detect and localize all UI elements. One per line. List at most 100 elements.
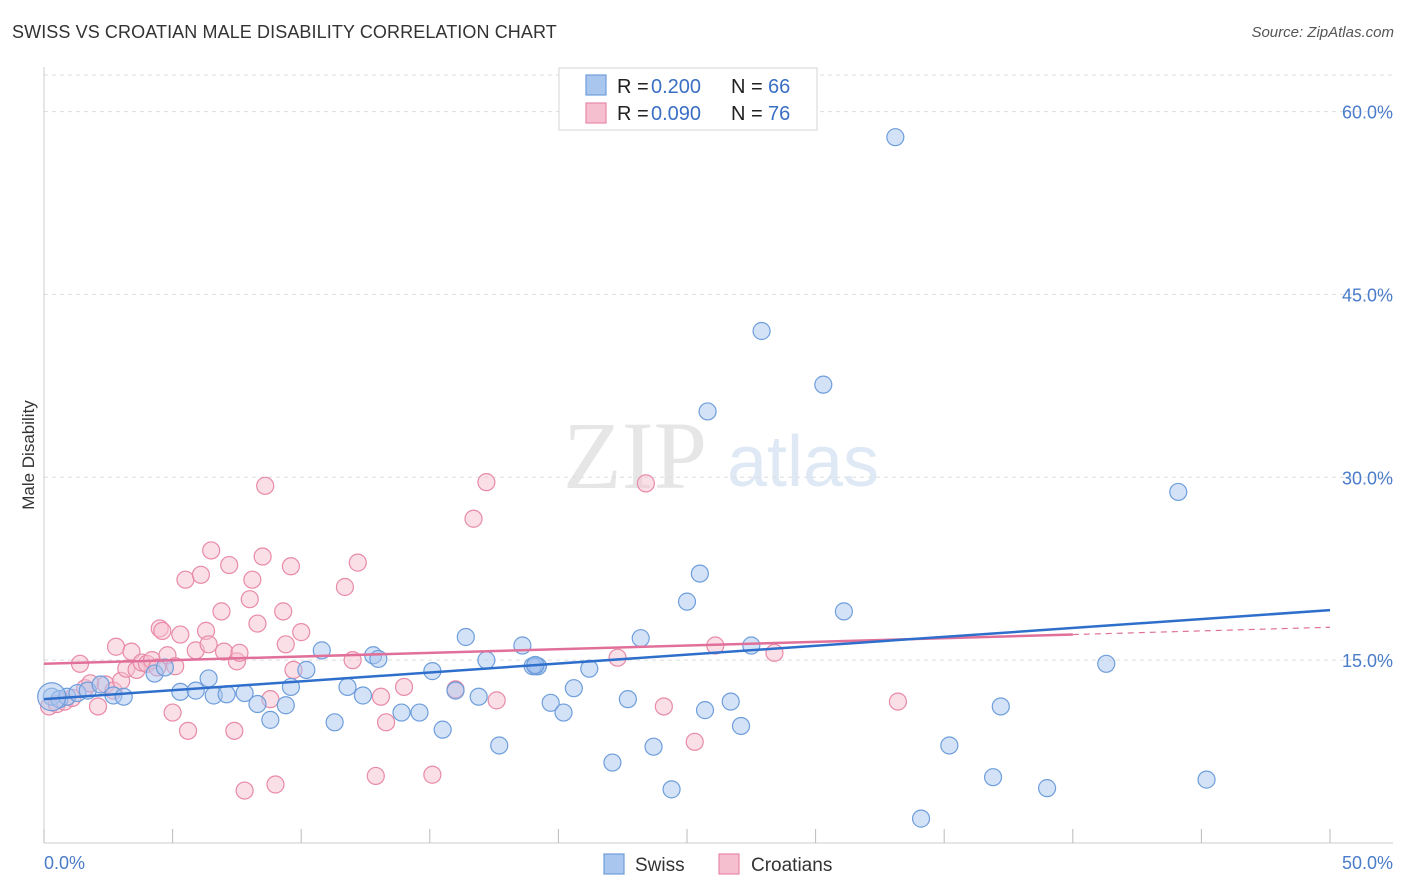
- legend-r-value-croatians: 0.090: [651, 103, 701, 125]
- legend-n-label-swiss: N =: [731, 76, 763, 98]
- data-point: [281, 557, 301, 576]
- y-axis-title: Male Disability: [19, 400, 38, 510]
- data-point: [477, 651, 496, 670]
- trend-lines: [43, 608, 1331, 701]
- data-point: [564, 679, 583, 698]
- data-point: [886, 128, 905, 147]
- data-point: [834, 602, 853, 621]
- bottom-legend-label-croatians: Croatians: [751, 855, 832, 876]
- data-point: [721, 692, 740, 711]
- data-point: [608, 648, 627, 667]
- data-point: [685, 732, 704, 751]
- legend-n-value-swiss: 66: [768, 76, 790, 98]
- data-point: [186, 681, 205, 700]
- data-point: [654, 697, 673, 716]
- data-point: [191, 565, 210, 584]
- data-point: [266, 775, 285, 794]
- data-point: [248, 614, 267, 633]
- data-point: [698, 402, 717, 421]
- data-point: [752, 321, 771, 341]
- legend-r-value-swiss: 0.200: [651, 76, 701, 98]
- trend-line-croatians-extension: [1072, 626, 1331, 636]
- data-point: [171, 625, 190, 644]
- bottom-legend-swatch-croatians: [718, 853, 740, 875]
- y-tick-label: 60.0%: [1342, 103, 1393, 123]
- data-point: [153, 621, 172, 640]
- data-point: [106, 637, 126, 656]
- data-point: [636, 474, 655, 493]
- data-point: [178, 721, 198, 740]
- legend-swatch-swiss: [585, 74, 607, 96]
- data-point: [297, 660, 316, 679]
- data-point: [335, 577, 355, 597]
- data-point: [235, 781, 254, 800]
- data-point: [212, 602, 231, 621]
- data-point: [240, 590, 259, 609]
- data-point: [325, 713, 344, 732]
- data-point: [276, 635, 295, 654]
- data-point: [644, 737, 663, 756]
- data-point: [487, 691, 506, 710]
- data-point: [366, 766, 385, 786]
- data-point: [940, 736, 959, 755]
- axes: [43, 67, 1393, 844]
- data-point: [662, 780, 681, 799]
- data-point: [88, 697, 108, 716]
- data-point: [911, 809, 931, 828]
- data-point: [690, 564, 709, 583]
- data-point: [176, 570, 195, 589]
- data-point: [243, 570, 262, 589]
- data-point: [1037, 779, 1057, 798]
- bottom-legend-swatch-swiss: [603, 853, 625, 875]
- data-point: [394, 677, 414, 697]
- data-point: [814, 375, 833, 394]
- watermark-zip: ZIP: [563, 402, 707, 509]
- grid: [44, 74, 1393, 661]
- data-point: [618, 690, 637, 709]
- data-point: [603, 753, 622, 772]
- data-point: [541, 693, 560, 712]
- source-credit: Source: ZipAtlas.com: [1251, 24, 1394, 41]
- data-point: [91, 675, 110, 694]
- data-point: [171, 682, 190, 701]
- data-point: [202, 541, 221, 560]
- data-point: [338, 677, 357, 697]
- data-point: [392, 703, 411, 722]
- data-point: [376, 713, 396, 732]
- legend-swatch-croatians: [585, 102, 607, 124]
- y-tick-label: 30.0%: [1342, 468, 1393, 488]
- data-point: [765, 643, 784, 662]
- data-point: [220, 555, 239, 575]
- data-point: [155, 658, 174, 677]
- data-point: [446, 681, 465, 700]
- data-point: [1197, 770, 1216, 789]
- data-point: [353, 686, 373, 705]
- data-point: [114, 687, 133, 706]
- data-point: [1097, 654, 1116, 673]
- data-point: [248, 694, 267, 714]
- y-tick-label: 45.0%: [1342, 285, 1393, 305]
- bottom-legend-label-swiss: Swiss: [635, 855, 685, 876]
- data-point: [371, 687, 391, 706]
- data-point: [199, 635, 218, 654]
- data-point: [433, 720, 452, 739]
- data-point: [256, 476, 275, 495]
- data-point: [464, 509, 483, 528]
- legend: R = 0.200 N = 66 R = 0.090 N = 76: [558, 67, 818, 131]
- x-tick-label-min: 0.0%: [44, 853, 85, 873]
- data-point: [490, 736, 509, 755]
- legend-r-label-croatians: R =: [617, 103, 649, 125]
- data-point: [423, 765, 442, 784]
- data-point: [276, 696, 295, 715]
- data-point: [631, 629, 650, 648]
- chart-title: SWISS VS CROATIAN MALE DISABILITY CORREL…: [12, 22, 557, 42]
- legend-r-label-swiss: R =: [617, 76, 649, 98]
- y-tick-labels: 15.0% 30.0% 45.0% 60.0%: [1342, 103, 1393, 672]
- data-point: [163, 703, 182, 722]
- bottom-legend: Swiss Croatians: [603, 853, 832, 876]
- x-tick-label-max: 50.0%: [1342, 853, 1393, 873]
- data-point: [261, 710, 280, 729]
- data-point: [199, 669, 218, 688]
- data-point: [217, 685, 236, 704]
